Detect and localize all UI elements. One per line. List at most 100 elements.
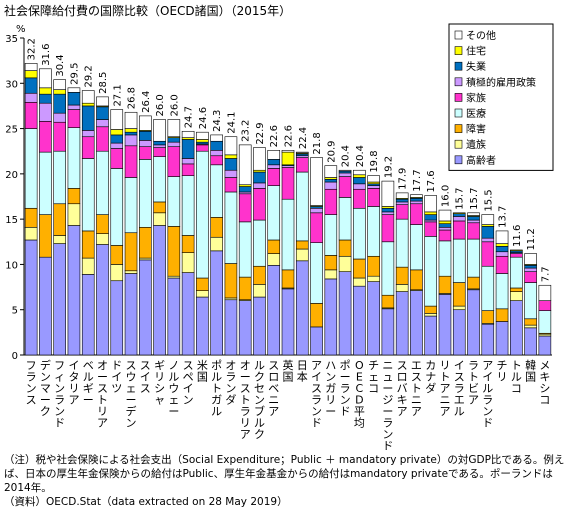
bar-segment <box>438 229 452 242</box>
legend-swatch <box>454 155 463 165</box>
bar-segment <box>495 230 509 244</box>
labels: 32.2 フランス 31.6 デンマーク 30.4 フィンランド 29.5 イタリア 29.2 ベ… <box>26 38 552 452</box>
bar-segment <box>524 324 537 329</box>
bar-segment <box>24 226 38 241</box>
bar-segment <box>67 109 81 128</box>
total-label: 22.4 <box>298 127 309 149</box>
bar-segment <box>110 129 124 136</box>
bar-segment <box>253 188 266 221</box>
legend-label: 住宅 <box>466 45 486 58</box>
bar-segment <box>24 102 38 129</box>
total-label: 11.6 <box>512 225 523 247</box>
bar-segment <box>267 150 281 160</box>
bar-segment <box>224 263 238 299</box>
category-label: 韓国 <box>525 359 536 384</box>
bar-segment <box>110 264 124 282</box>
bar-segment <box>424 315 438 356</box>
bar-segment <box>353 169 366 176</box>
legend-label: 障害 <box>466 123 486 136</box>
bar-segment <box>410 200 423 205</box>
bar-segment <box>81 158 95 232</box>
bar-segment <box>153 144 166 148</box>
legend-label: 医療 <box>466 107 486 120</box>
category-label: リトアニア <box>439 359 450 418</box>
bar-segment <box>395 204 409 220</box>
bar-segment <box>53 150 66 205</box>
category-label: ベルギー <box>83 359 94 407</box>
bar-segment <box>367 206 380 257</box>
legend-swatch <box>454 93 463 102</box>
bar-segment <box>295 157 309 173</box>
bar-segment <box>524 267 537 272</box>
bar-segment <box>167 277 181 356</box>
bar-segment <box>53 121 66 152</box>
total-label: 29.2 <box>84 65 95 87</box>
total-label: 15.7 <box>469 188 480 210</box>
bar-segment <box>395 266 409 285</box>
bar-segment <box>196 139 209 143</box>
total-label: 19.8 <box>369 150 380 172</box>
bar-segment <box>81 130 95 138</box>
category-label: デンマーク <box>40 358 51 418</box>
bar-segment <box>253 284 266 298</box>
bar-segment <box>210 164 223 218</box>
bar-segment <box>495 251 509 257</box>
total-label: 24.3 <box>212 110 223 132</box>
bar-segment <box>310 326 323 356</box>
bar-segment <box>510 300 523 356</box>
total-label: 23.2 <box>241 120 252 142</box>
bar-segment <box>196 144 209 152</box>
bar-segment <box>481 214 495 225</box>
bar-segment <box>124 128 138 133</box>
bar-segment <box>67 87 81 93</box>
bar-segment <box>39 102 52 122</box>
bar-segment <box>467 219 480 224</box>
bar-segment <box>395 198 409 203</box>
total-label: 31.6 <box>41 44 52 66</box>
bar-segment <box>210 150 223 157</box>
bar-segment <box>410 269 423 291</box>
bar-segment <box>353 277 366 287</box>
bar-segment <box>438 275 452 294</box>
total-label: 20.4 <box>341 145 352 167</box>
total-label: 11.2 <box>526 228 537 250</box>
bar-segment <box>510 287 523 292</box>
bar-segment <box>67 92 81 106</box>
bar-segment <box>495 255 509 274</box>
bar-segment <box>267 159 281 166</box>
bar-segment <box>81 90 95 104</box>
bar-segment <box>295 260 309 356</box>
bar-segment <box>67 225 81 356</box>
bar-segment <box>410 198 423 202</box>
category-label: O E C D 平均 <box>354 359 365 430</box>
bar-segment <box>338 169 352 172</box>
bar-segment <box>381 211 395 215</box>
total-label: 22.6 <box>284 125 295 147</box>
bar-segment <box>153 147 166 157</box>
bar-segment <box>467 212 480 216</box>
bar-segment <box>53 243 66 356</box>
bar-segment <box>353 207 366 260</box>
bar-segment <box>224 191 238 264</box>
bar-segment <box>81 274 95 356</box>
category-label: スロベニア <box>268 359 279 418</box>
bar-segment <box>210 250 223 356</box>
category-label: フランス <box>26 359 37 407</box>
total-label: 15.5 <box>483 189 494 211</box>
source-line: （資料）OECD.Stat（data extracted on 28 May 2… <box>4 496 288 508</box>
bar-segment <box>153 212 166 226</box>
bar-segment <box>481 265 495 311</box>
bar-segment <box>96 126 109 152</box>
total-label: 17.9 <box>398 168 409 190</box>
bar-segment <box>153 201 166 214</box>
bar-segment <box>281 288 295 356</box>
bar-segment <box>67 104 81 110</box>
bar-segment <box>81 257 95 275</box>
bar-segment <box>253 182 266 189</box>
bar-segment <box>424 313 438 317</box>
bar-segment <box>467 216 480 221</box>
bar-segment <box>310 157 323 206</box>
bar-segment <box>395 218 409 268</box>
bar-segment <box>438 220 452 224</box>
bar-segment <box>210 236 223 252</box>
